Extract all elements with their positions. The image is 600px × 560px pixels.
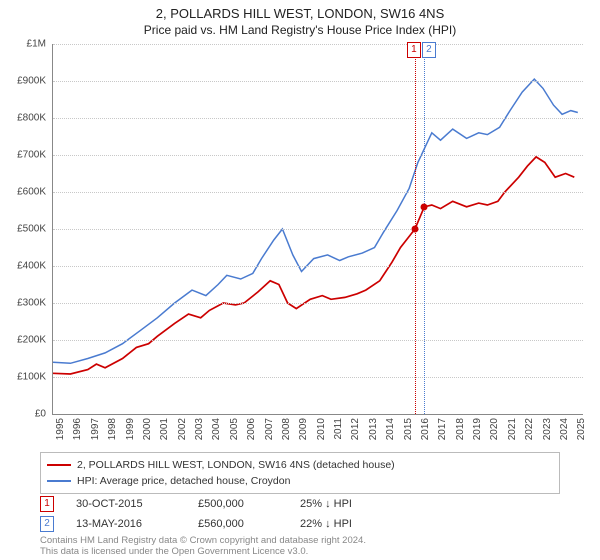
transaction-hpi-delta: 25% ↓ HPI xyxy=(300,498,400,510)
transaction-badge: 1 xyxy=(40,496,54,512)
x-axis-label: 2021 xyxy=(507,418,518,440)
x-axis-label: 1997 xyxy=(90,418,101,440)
x-axis-label: 2005 xyxy=(229,418,240,440)
x-axis-label: 2009 xyxy=(298,418,309,440)
legend-box: 2, POLLARDS HILL WEST, LONDON, SW16 4NS … xyxy=(40,452,560,494)
x-axis-label: 2006 xyxy=(246,418,257,440)
legend-label-property: 2, POLLARDS HILL WEST, LONDON, SW16 4NS … xyxy=(77,459,395,471)
x-axis-label: 2001 xyxy=(159,418,170,440)
transaction-badge: 2 xyxy=(40,516,54,532)
transaction-marker-label: 1 xyxy=(407,42,421,58)
transaction-point xyxy=(421,203,428,210)
legend-swatch-property xyxy=(47,464,71,466)
x-axis-label: 2003 xyxy=(194,418,205,440)
transaction-row: 2 13-MAY-2016 £560,000 22% ↓ HPI xyxy=(40,514,400,534)
x-axis-label: 2010 xyxy=(316,418,327,440)
x-axis-label: 2008 xyxy=(281,418,292,440)
gridline xyxy=(53,303,583,304)
legend-swatch-hpi xyxy=(47,480,71,482)
x-axis-label: 2019 xyxy=(472,418,483,440)
y-axis-label: £800K xyxy=(17,113,46,124)
y-axis-label: £400K xyxy=(17,261,46,272)
transaction-vline xyxy=(424,44,425,414)
x-axis-label: 2002 xyxy=(177,418,188,440)
legend-item-hpi: HPI: Average price, detached house, Croy… xyxy=(47,473,553,489)
gridline xyxy=(53,192,583,193)
transaction-price: £560,000 xyxy=(198,518,278,530)
gridline xyxy=(53,266,583,267)
gridline xyxy=(53,155,583,156)
y-axis-label: £700K xyxy=(17,150,46,161)
series-line-hpi xyxy=(53,79,578,363)
y-axis-label: £200K xyxy=(17,335,46,346)
gridline xyxy=(53,118,583,119)
chart-area: 12 £0£100K£200K£300K£400K£500K£600K£700K… xyxy=(52,44,582,414)
x-axis-label: 2018 xyxy=(455,418,466,440)
transaction-price: £500,000 xyxy=(198,498,278,510)
y-axis-label: £600K xyxy=(17,187,46,198)
gridline xyxy=(53,44,583,45)
y-axis-label: £500K xyxy=(17,224,46,235)
x-axis-label: 2023 xyxy=(542,418,553,440)
x-axis-label: 2024 xyxy=(559,418,570,440)
transaction-date: 13-MAY-2016 xyxy=(76,518,176,530)
x-axis-label: 2011 xyxy=(333,418,344,440)
transaction-date: 30-OCT-2015 xyxy=(76,498,176,510)
x-axis-label: 2000 xyxy=(142,418,153,440)
transaction-point xyxy=(411,226,418,233)
y-axis-label: £300K xyxy=(17,298,46,309)
footer-line2: This data is licensed under the Open Gov… xyxy=(40,547,366,558)
legend-item-property: 2, POLLARDS HILL WEST, LONDON, SW16 4NS … xyxy=(47,457,553,473)
x-axis-label: 2015 xyxy=(403,418,414,440)
chart-title: 2, POLLARDS HILL WEST, LONDON, SW16 4NS xyxy=(0,0,600,23)
x-axis-label: 2016 xyxy=(420,418,431,440)
gridline xyxy=(53,340,583,341)
y-axis-label: £0 xyxy=(35,409,46,420)
transaction-hpi-delta: 22% ↓ HPI xyxy=(300,518,400,530)
transaction-row: 1 30-OCT-2015 £500,000 25% ↓ HPI xyxy=(40,494,400,514)
x-axis-label: 2007 xyxy=(264,418,275,440)
x-axis-label: 2020 xyxy=(489,418,500,440)
chart-subtitle: Price paid vs. HM Land Registry's House … xyxy=(0,23,600,41)
x-axis-label: 1998 xyxy=(107,418,118,440)
transaction-marker-label: 2 xyxy=(422,42,436,58)
y-axis-label: £100K xyxy=(17,372,46,383)
y-axis-label: £1M xyxy=(27,39,46,50)
footer-attribution: Contains HM Land Registry data © Crown c… xyxy=(40,536,366,558)
x-axis-label: 2012 xyxy=(350,418,361,440)
y-axis-label: £900K xyxy=(17,76,46,87)
transaction-table: 1 30-OCT-2015 £500,000 25% ↓ HPI 2 13-MAY-201… xyxy=(40,494,400,534)
x-axis-label: 2017 xyxy=(437,418,448,440)
x-axis-label: 2013 xyxy=(368,418,379,440)
x-axis-label: 2025 xyxy=(576,418,587,440)
gridline xyxy=(53,377,583,378)
gridline xyxy=(53,81,583,82)
plot-region: 12 xyxy=(52,44,583,415)
x-axis-label: 1996 xyxy=(72,418,83,440)
gridline xyxy=(53,229,583,230)
x-axis-label: 1999 xyxy=(125,418,136,440)
x-axis-label: 2014 xyxy=(385,418,396,440)
x-axis-label: 1995 xyxy=(55,418,66,440)
x-axis-label: 2022 xyxy=(524,418,535,440)
legend-label-hpi: HPI: Average price, detached house, Croy… xyxy=(77,475,290,487)
x-axis-label: 2004 xyxy=(211,418,222,440)
